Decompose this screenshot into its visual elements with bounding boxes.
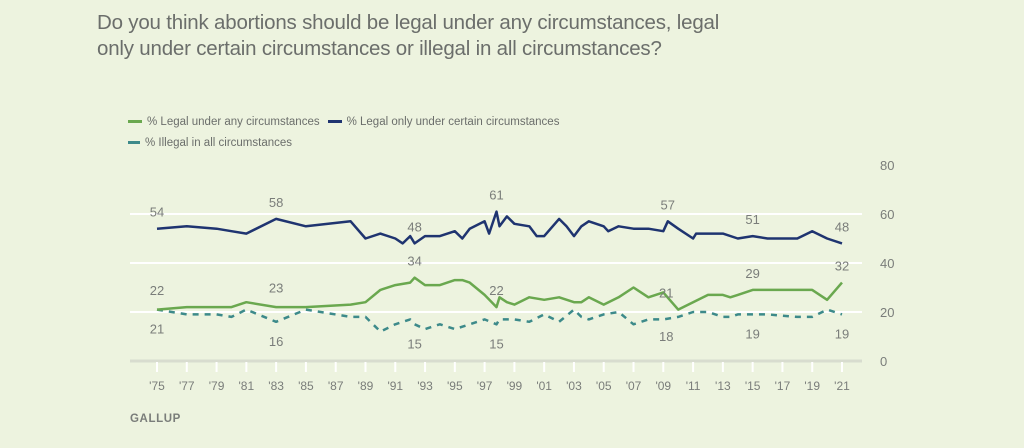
x-tick-label: '13 <box>715 379 731 393</box>
series-lines <box>156 210 843 333</box>
x-tick-label: '95 <box>447 379 463 393</box>
x-tick-label: '15 <box>745 379 761 393</box>
x-tick-label: '05 <box>596 379 612 393</box>
x-tick-label: '91 <box>387 379 403 393</box>
line-legal-certain <box>156 210 843 245</box>
x-tick-label: '19 <box>804 379 820 393</box>
legend-label-illegal: % Illegal in all circumstances <box>145 136 293 149</box>
y-tick-label: 80 <box>880 158 894 173</box>
x-tick-label: '11 <box>686 379 701 393</box>
data-labels: 22 23 34 22 21 29 32 54 58 48 61 57 51 48 21 16 15 15 18 19… <box>150 188 849 352</box>
data-label: 57 <box>661 197 675 212</box>
data-label: 58 <box>269 195 283 210</box>
x-tick-label: '85 <box>298 379 314 393</box>
legend: % Legal under any circumstances % Legal … <box>128 111 567 153</box>
x-tick-label: '87 <box>328 379 344 393</box>
legend-swatch-legal-certain <box>327 120 342 123</box>
data-label: 23 <box>269 281 283 296</box>
data-label: 19 <box>835 326 849 341</box>
data-label: 22 <box>489 283 503 298</box>
x-axis: '75 '77 '79 '81 '83 '85 '87 '89 '91 '93 '95 '97 '99 '… <box>149 362 850 393</box>
x-tick-label: '83 <box>268 379 284 393</box>
data-label: 22 <box>150 283 164 298</box>
legend-item-legal-any: % Legal under any circumstances <box>128 116 320 128</box>
data-label: 34 <box>407 254 421 269</box>
x-tick-label: '07 <box>626 379 642 393</box>
legend-item-illegal: % Illegal in all circumstances <box>128 137 292 149</box>
x-tick-label: '77 <box>179 379 195 393</box>
legend-swatch-illegal <box>128 141 140 144</box>
x-tick-label: '01 <box>536 379 552 393</box>
x-tick-label: '21 <box>834 379 850 393</box>
y-tick-label: 60 <box>880 207 894 222</box>
y-tick-label: 20 <box>880 305 894 320</box>
x-tick-label: '99 <box>507 379 523 393</box>
x-tick-label: '79 <box>209 379 225 393</box>
y-tick-label: 0 <box>880 354 887 369</box>
data-label: 19 <box>745 326 759 341</box>
legend-item-legal-certain: % Legal only under certain circumstances <box>327 115 560 128</box>
x-tick-label: '89 <box>358 379 374 393</box>
legend-label-legal-certain: % Legal only under certain circumstances <box>346 115 560 128</box>
data-label: 51 <box>745 212 759 227</box>
x-tick-label: '93 <box>417 379 433 393</box>
data-label: 48 <box>835 219 849 234</box>
data-label: 15 <box>407 336 421 351</box>
source-label: GALLUP <box>130 413 181 425</box>
data-label: 15 <box>489 336 503 351</box>
data-label: 61 <box>489 188 503 203</box>
x-tick-label: '81 <box>239 379 255 393</box>
data-label: 32 <box>835 259 849 274</box>
x-tick-label: '09 <box>655 379 671 393</box>
y-tick-label: 40 <box>880 256 894 271</box>
line-illegal <box>156 308 843 333</box>
data-label: 21 <box>659 286 673 301</box>
data-label: 54 <box>150 205 164 220</box>
x-tick-label: '03 <box>566 379 582 393</box>
line-legal-any <box>156 276 843 311</box>
data-label: 29 <box>745 266 759 281</box>
data-label: 18 <box>659 329 673 344</box>
x-tick-label: '75 <box>149 379 165 393</box>
data-label: 48 <box>407 219 421 234</box>
chart-title: Do you think abortions should be legal u… <box>97 11 720 60</box>
x-tick-label: '97 <box>477 379 493 393</box>
data-label: 16 <box>269 334 283 349</box>
y-axis: 0 20 40 60 80 <box>880 158 894 369</box>
legend-label-legal-any: % Legal under any circumstances <box>147 115 320 128</box>
data-label: 21 <box>150 322 164 337</box>
x-tick-label: '17 <box>775 379 791 393</box>
legend-swatch-legal-any <box>128 120 142 123</box>
